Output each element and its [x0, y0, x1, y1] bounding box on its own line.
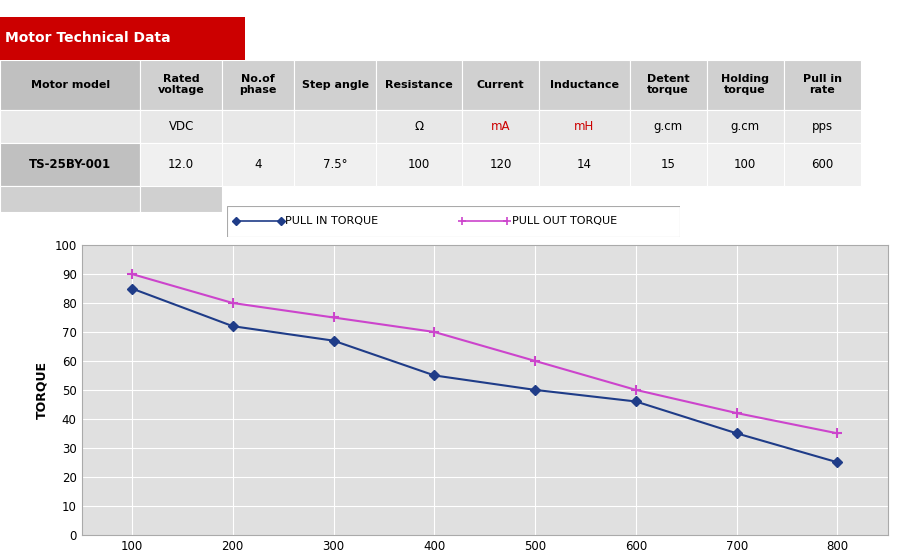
Text: 7.5°: 7.5° [323, 158, 348, 171]
Text: Motor model: Motor model [31, 80, 110, 90]
Bar [0, 110, 140, 143]
Bar [140, 60, 222, 110]
Text: 12.0: 12.0 [169, 158, 194, 171]
Bar [0, 143, 140, 186]
Text: pps: pps [812, 120, 833, 133]
Text: VDC: VDC [169, 120, 194, 133]
Bar [0, 17, 245, 60]
Bar [376, 60, 462, 110]
Text: PULL IN TORQUE: PULL IN TORQUE [285, 217, 379, 226]
Text: TS-25BY-001: TS-25BY-001 [29, 158, 111, 171]
Bar [222, 110, 294, 143]
Bar [630, 60, 707, 110]
Text: Motor Technical Data: Motor Technical Data [5, 31, 170, 45]
Text: Ω: Ω [414, 120, 424, 133]
Bar [539, 60, 630, 110]
Text: mA: mA [491, 120, 510, 133]
Text: Holding
torque: Holding torque [721, 74, 769, 95]
Bar [294, 143, 376, 186]
Bar [462, 143, 539, 186]
Text: Detent
torque: Detent torque [647, 74, 689, 95]
Bar [376, 110, 462, 143]
Bar [784, 60, 861, 110]
Text: g.cm: g.cm [653, 120, 683, 133]
Bar [707, 110, 784, 143]
Text: PULL OUT TORQUE: PULL OUT TORQUE [512, 217, 617, 226]
Text: Resistance: Resistance [385, 80, 453, 90]
Bar [707, 143, 784, 186]
Bar [462, 60, 539, 110]
Bar [140, 143, 222, 186]
Text: 4: 4 [255, 158, 262, 171]
Text: Inductance: Inductance [550, 80, 619, 90]
Bar [539, 143, 630, 186]
Bar [140, 110, 222, 143]
Bar [784, 143, 861, 186]
Bar [294, 60, 376, 110]
Text: 100: 100 [408, 158, 430, 171]
Text: 14: 14 [577, 158, 592, 171]
Bar [0, 186, 140, 212]
Bar [462, 110, 539, 143]
Bar [784, 110, 861, 143]
Text: Current: Current [477, 80, 525, 90]
Bar [630, 110, 707, 143]
Bar [222, 143, 294, 186]
Bar [539, 110, 630, 143]
Text: 120: 120 [489, 158, 512, 171]
Text: No.of
phase: No.of phase [239, 74, 277, 95]
Text: Rated
voltage: Rated voltage [158, 74, 205, 95]
Text: 15: 15 [660, 158, 676, 171]
Text: 600: 600 [811, 158, 834, 171]
Bar [630, 143, 707, 186]
Bar [140, 186, 222, 212]
Text: g.cm: g.cm [730, 120, 760, 133]
Text: mH: mH [574, 120, 594, 133]
Bar [376, 143, 462, 186]
Text: 100: 100 [734, 158, 757, 171]
Text: Pull in
rate: Pull in rate [803, 74, 842, 95]
Y-axis label: TORQUE: TORQUE [36, 361, 49, 419]
Bar [294, 110, 376, 143]
Bar [707, 60, 784, 110]
Text: Step angle: Step angle [302, 80, 369, 90]
Bar [222, 60, 294, 110]
Bar [0, 60, 140, 110]
